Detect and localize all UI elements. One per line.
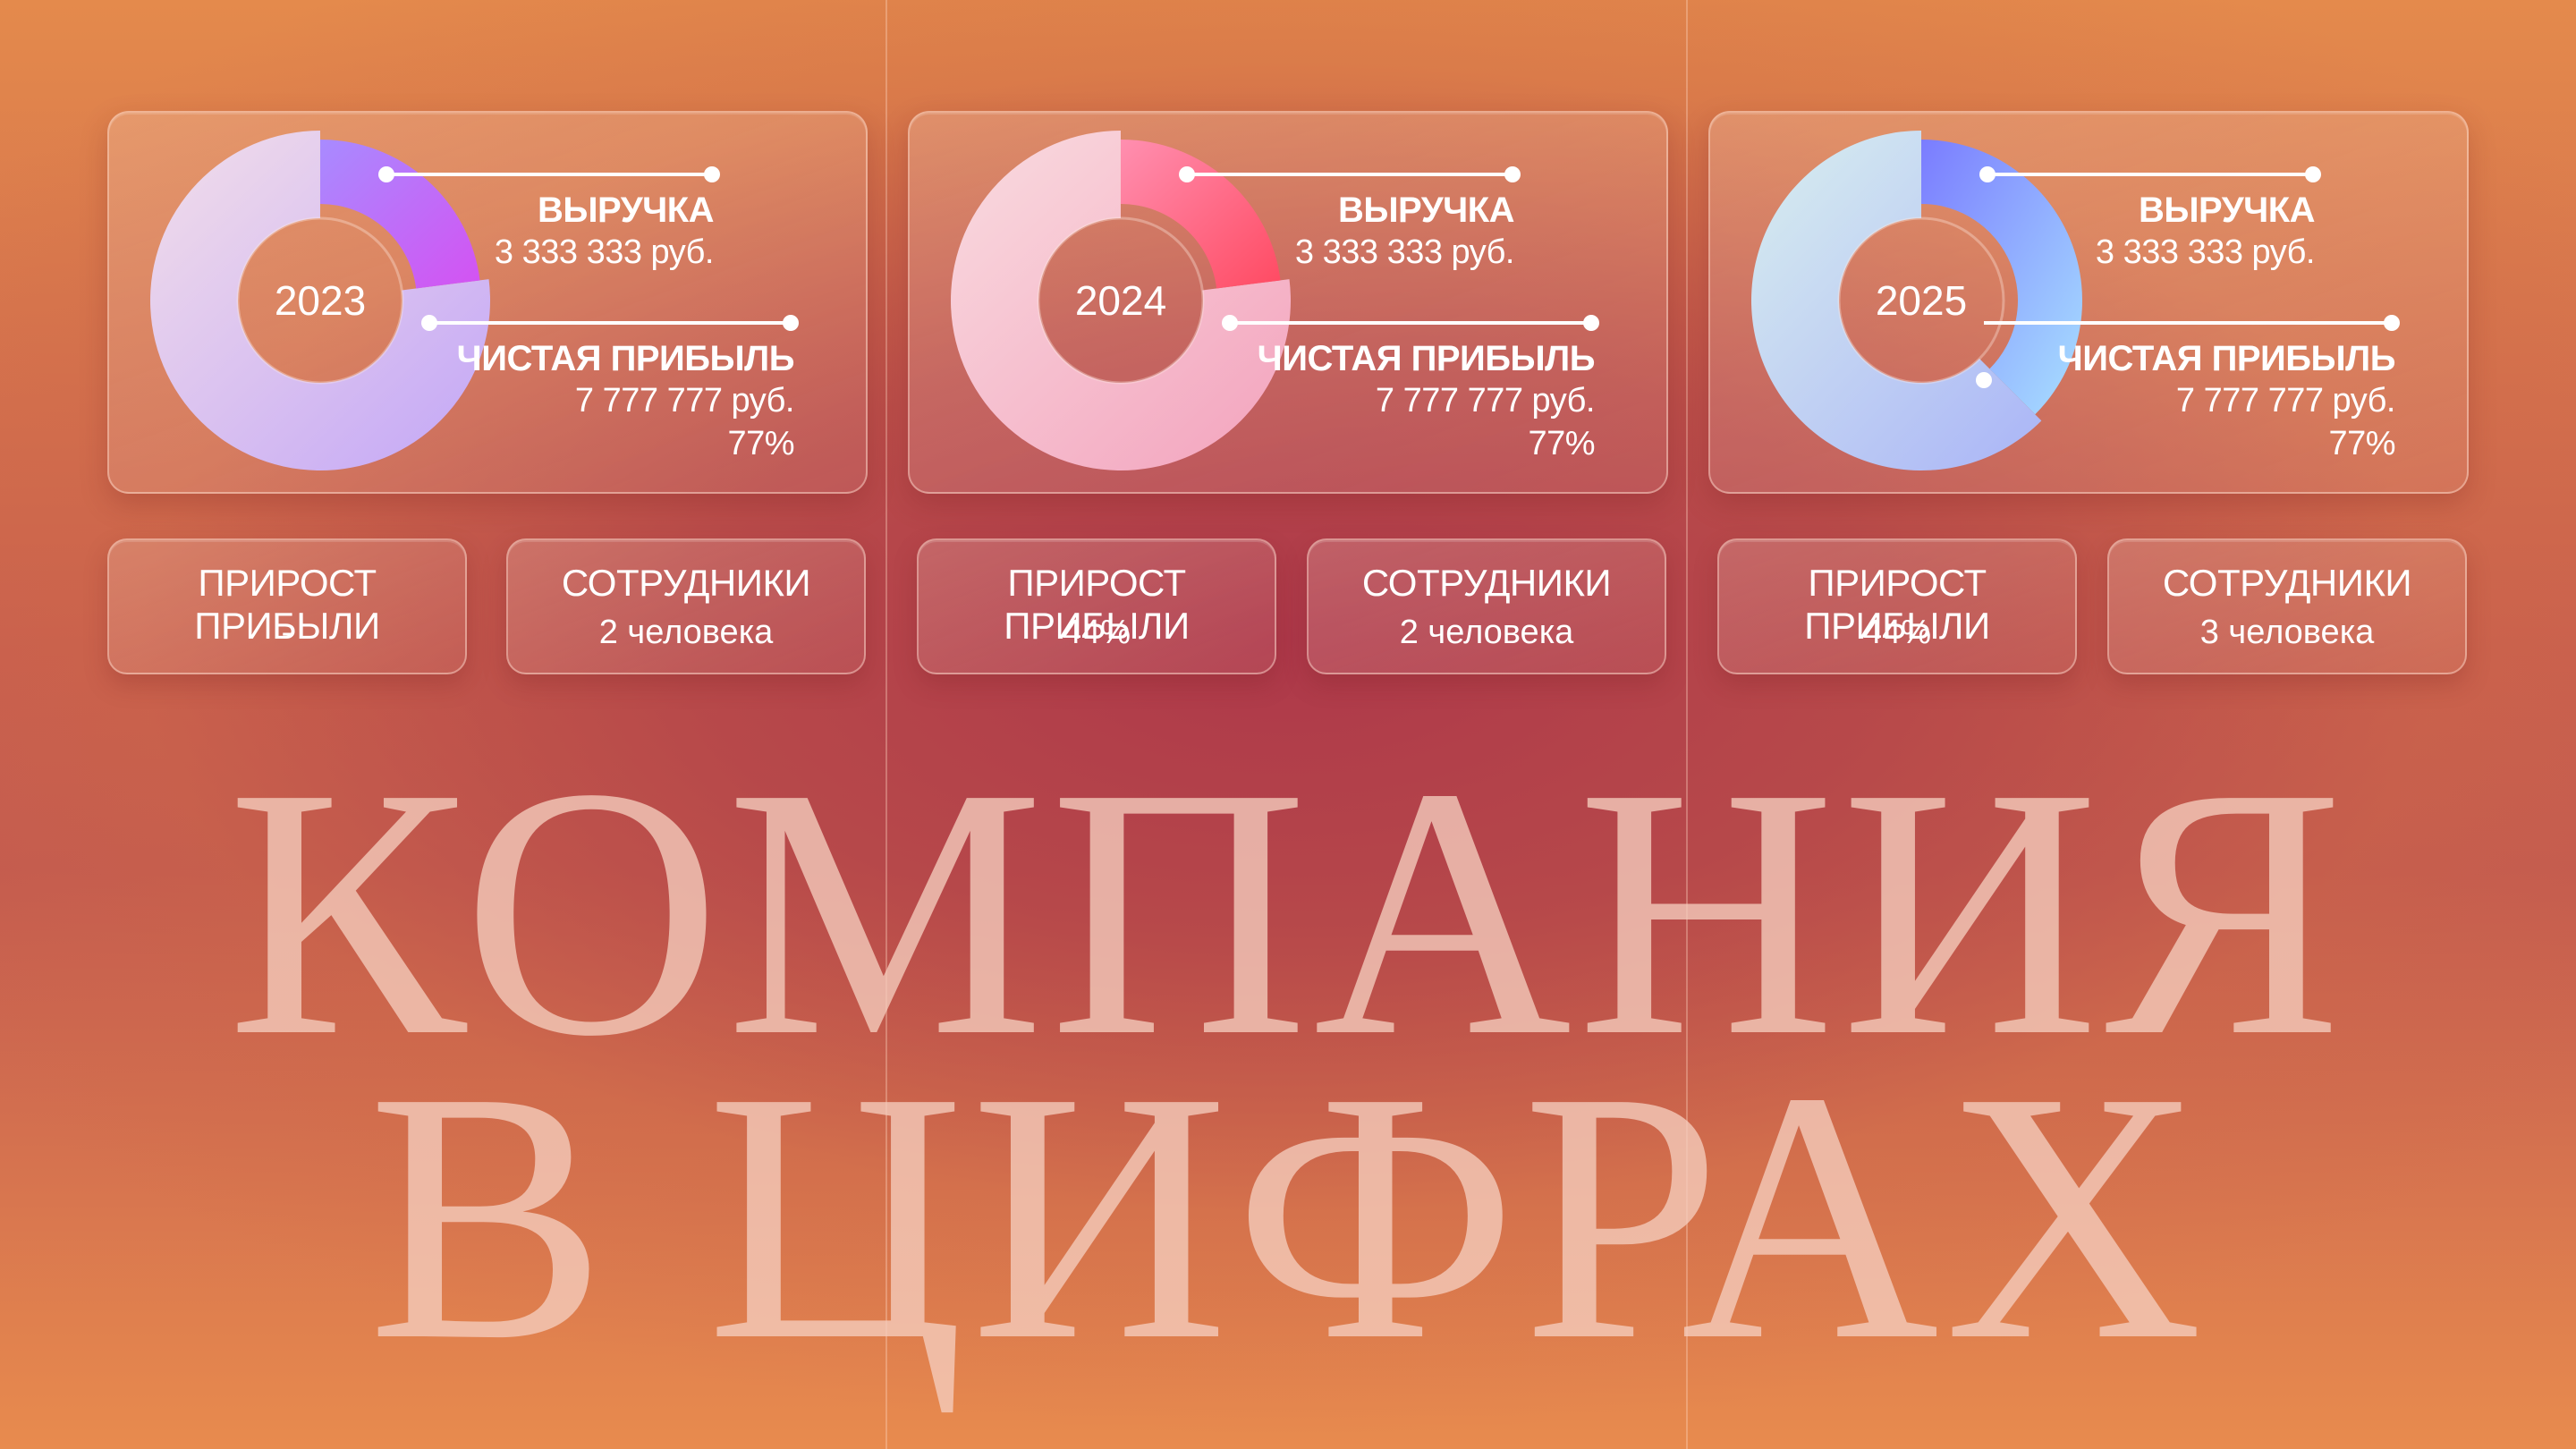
revenue-block: ВЫРУЧКА 3 333 333 руб. bbox=[2095, 190, 2316, 274]
profit-value: 7 777 777 руб. bbox=[2175, 382, 2396, 419]
stats-card: 2023 ВЫРУЧКА 3 333 333 руб. ЧИСТАЯ ПРИБЫ… bbox=[107, 111, 868, 494]
profit-block: ЧИСТАЯ ПРИБЫЛЬ 7 777 777 руб. 77% bbox=[1257, 338, 1596, 465]
panel-2024: 2024 ВЫРУЧКА 3 333 333 руб. ЧИСТАЯ ПРИБЫ… bbox=[908, 0, 1707, 698]
stats-card: 2024 ВЫРУЧКА 3 333 333 руб. ЧИСТАЯ ПРИБЫ… bbox=[908, 111, 1668, 494]
growth-value: - bbox=[281, 614, 293, 651]
revenue-label: ВЫРУЧКА bbox=[538, 191, 715, 230]
revenue-value: 3 333 333 руб. bbox=[1294, 233, 1515, 271]
profit-percent: 77% bbox=[1528, 425, 1595, 462]
divider-line bbox=[1686, 0, 1688, 1449]
donut-segment-rest bbox=[1921, 140, 2082, 415]
growth-card: ПРИРОСТ ПРИБЫЛИ - bbox=[107, 538, 467, 674]
profit-donut-chart: 2025 bbox=[1751, 131, 2082, 470]
connector-dot bbox=[2384, 315, 2400, 331]
growth-label: ПРИРОСТ ПРИБЫЛИ bbox=[194, 562, 380, 647]
connector-dot bbox=[1976, 372, 1992, 388]
staff-card: СОТРУДНИКИ 2 человека bbox=[506, 538, 866, 674]
profit-block: ЧИСТАЯ ПРИБЫЛЬ 7 777 777 руб. 77% bbox=[2057, 338, 2396, 465]
growth-label: ПРИРОСТ ПРИБЫЛИ bbox=[1804, 562, 1990, 647]
profit-label: ЧИСТАЯ ПРИБЫЛЬ bbox=[1257, 339, 1596, 378]
profit-donut-chart: 2024 bbox=[951, 131, 1291, 470]
revenue-value: 3 333 333 руб. bbox=[2095, 233, 2316, 271]
profit-value: 7 777 777 руб. bbox=[1375, 382, 1596, 419]
connector-line bbox=[1230, 321, 1591, 325]
panel-2023: 2023 ВЫРУЧКА 3 333 333 руб. ЧИСТАЯ ПРИБЫ… bbox=[107, 0, 907, 698]
staff-value: 2 человека bbox=[598, 614, 774, 651]
profit-donut-chart: 2023 bbox=[150, 131, 490, 470]
connector-dot bbox=[2305, 166, 2321, 182]
connector-line bbox=[1987, 173, 2313, 176]
staff-label: СОТРУДНИКИ bbox=[1361, 562, 1612, 604]
staff-value: 3 человека bbox=[2199, 614, 2375, 651]
revenue-value: 3 333 333 руб. bbox=[494, 233, 715, 271]
connector-line bbox=[1187, 173, 1513, 176]
connector-dot bbox=[1504, 166, 1521, 182]
connector-dot bbox=[1583, 315, 1599, 331]
staff-label: СОТРУДНИКИ bbox=[561, 562, 811, 604]
growth-card: ПРИРОСТ ПРИБЫЛИ 44% bbox=[1717, 538, 2077, 674]
growth-value: 44% bbox=[1062, 614, 1131, 651]
connector-line bbox=[429, 321, 791, 325]
profit-label: ЧИСТАЯ ПРИБЫЛЬ bbox=[2057, 339, 2396, 378]
profit-block: ЧИСТАЯ ПРИБЫЛЬ 7 777 777 руб. 77% bbox=[456, 338, 795, 465]
connector-line bbox=[386, 173, 712, 176]
growth-card: ПРИРОСТ ПРИБЫЛИ 44% bbox=[917, 538, 1276, 674]
profit-label: ЧИСТАЯ ПРИБЫЛЬ bbox=[456, 339, 795, 378]
headline-line-2: В ЦИФРАХ bbox=[368, 1018, 2208, 1414]
staff-card: СОТРУДНИКИ 2 человека bbox=[1307, 538, 1666, 674]
revenue-label: ВЫРУЧКА bbox=[1338, 191, 1515, 230]
connector-line bbox=[1984, 321, 2392, 325]
year-label: 2025 bbox=[1876, 277, 1967, 324]
growth-value: 44% bbox=[1862, 614, 1932, 651]
donut-segment-profit bbox=[150, 131, 490, 470]
revenue-block: ВЫРУЧКА 3 333 333 руб. bbox=[494, 190, 715, 274]
year-label: 2023 bbox=[275, 277, 366, 324]
profit-value: 7 777 777 руб. bbox=[574, 382, 795, 419]
donut-segment-rest bbox=[320, 140, 480, 289]
divider-line bbox=[886, 0, 887, 1449]
panel-2025: 2025 ВЫРУЧКА 3 333 333 руб. ЧИСТАЯ ПРИБЫ… bbox=[1708, 0, 2508, 698]
growth-label: ПРИРОСТ ПРИБЫЛИ bbox=[1004, 562, 1190, 647]
year-label: 2024 bbox=[1075, 277, 1166, 324]
staff-card: СОТРУДНИКИ 3 человека bbox=[2107, 538, 2467, 674]
donut-segment-rest bbox=[1121, 140, 1281, 289]
staff-value: 2 человека bbox=[1399, 614, 1574, 651]
profit-percent: 77% bbox=[2328, 425, 2395, 462]
stats-card: 2025 ВЫРУЧКА 3 333 333 руб. ЧИСТАЯ ПРИБЫ… bbox=[1708, 111, 2469, 494]
connector-dot bbox=[704, 166, 720, 182]
donut-segment-profit bbox=[1751, 131, 2042, 470]
profit-percent: 77% bbox=[727, 425, 794, 462]
connector-dot bbox=[783, 315, 799, 331]
headline-line-1: КОМПАНИЯ bbox=[227, 714, 2349, 1110]
staff-label: СОТРУДНИКИ bbox=[2162, 562, 2412, 604]
revenue-block: ВЫРУЧКА 3 333 333 руб. bbox=[1294, 190, 1515, 274]
donut-segment-profit bbox=[951, 131, 1291, 470]
revenue-label: ВЫРУЧКА bbox=[2139, 191, 2316, 230]
